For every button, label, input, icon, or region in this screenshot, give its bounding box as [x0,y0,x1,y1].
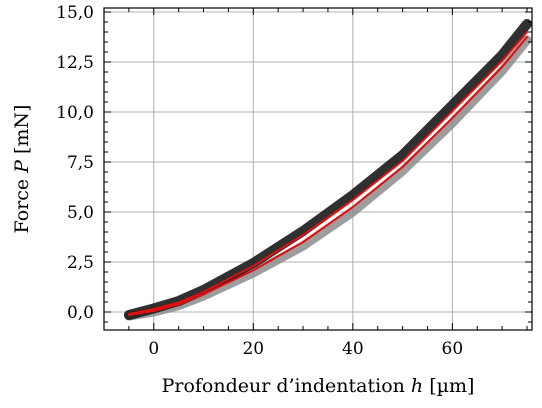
series-layer [123,19,532,321]
y-tick-label: 2,5 [67,253,94,273]
loading-band-line [123,19,532,320]
y-tick-label: 5,0 [67,203,94,223]
mean-loading-line [127,31,528,315]
y-axis-label: Force P [mN] [11,105,33,234]
y-tick-label: 10,0 [56,103,94,123]
x-tick-label: 20 [242,339,264,359]
plot-frame [103,7,533,331]
y-tick-label: 15,0 [56,3,94,23]
y-tick-label: 7,5 [67,153,94,173]
x-tick-label: 0 [148,339,159,359]
tick-layer: 0 20 40 60 0,0 2,5 5,0 7,5 10,0 12,5 15,0 [56,3,532,359]
x-tick-label: 40 [342,339,364,359]
y-tick-label: 0,0 [67,303,94,323]
grid-layer [104,8,532,330]
mean-unloading-line [127,36,528,316]
unloading-band-line [124,35,532,321]
x-axis-label: Profondeur d’indentation h [µm] [162,375,475,397]
y-tick-label: 12,5 [56,53,94,73]
x-tick-label: 60 [442,339,464,359]
